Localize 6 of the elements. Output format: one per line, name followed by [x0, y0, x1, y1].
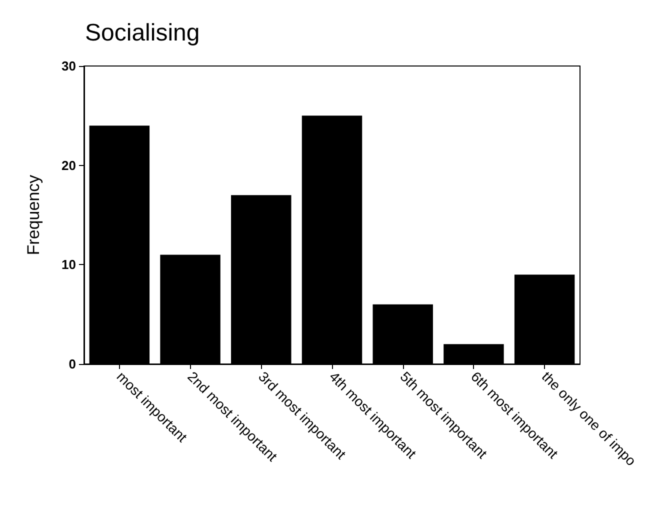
y-tick-label: 10: [62, 257, 76, 272]
y-axis-title: Frequency: [24, 174, 43, 256]
y-tick-label: 30: [62, 58, 76, 74]
y-tick-label: 0: [68, 356, 76, 372]
y-tick-label: 20: [62, 158, 76, 173]
chart-title: Socialising: [85, 20, 200, 46]
